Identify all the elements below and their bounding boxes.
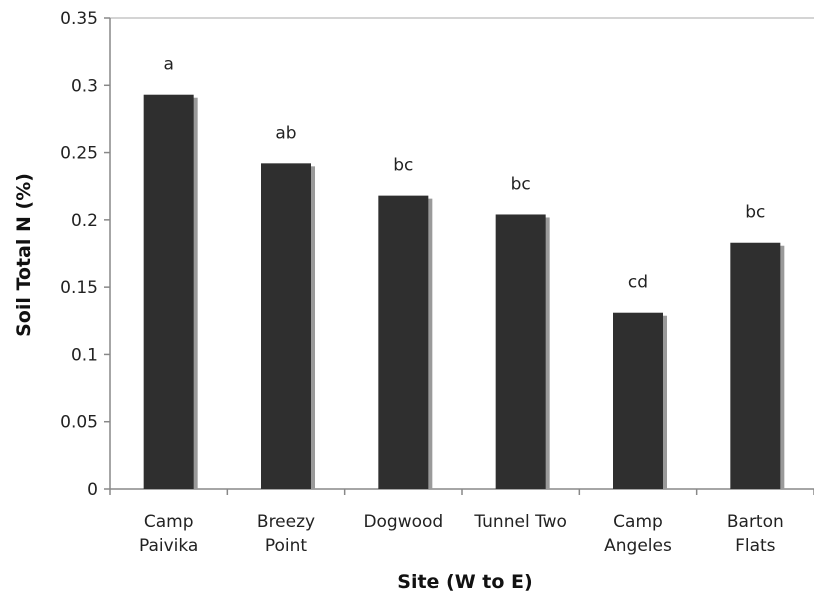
- y-tick-label: 0.2: [71, 211, 98, 231]
- y-tick-label: 0.15: [60, 278, 98, 298]
- x-tick-label: Barton Flats: [727, 512, 784, 556]
- bar: [143, 94, 194, 489]
- bar: [261, 163, 311, 489]
- bar-data-label: bc: [745, 203, 765, 223]
- x-tick-label: Dogwood: [363, 512, 443, 532]
- bar-data-label: cd: [628, 273, 648, 293]
- x-tick-label: Breezy Point: [257, 512, 315, 556]
- bar: [613, 312, 663, 489]
- bar: [378, 195, 429, 490]
- x-axis-title: Site (W to E): [397, 571, 532, 593]
- x-tick-label: Camp Paivika: [139, 512, 198, 556]
- bar: [495, 214, 546, 489]
- bar: [730, 242, 781, 489]
- y-tick-label: 0.25: [60, 144, 98, 164]
- bar-data-label: ab: [275, 123, 296, 143]
- y-tick-label: 0.35: [60, 9, 98, 29]
- bar-data-label: a: [163, 55, 173, 75]
- y-tick-label: 0.1: [71, 345, 98, 365]
- y-tick-label: 0: [87, 480, 98, 500]
- x-tick-label: Camp Angeles: [604, 512, 672, 556]
- bar-data-label: bc: [511, 174, 531, 194]
- y-axis-title: Soil Total N (%): [13, 173, 35, 337]
- x-tick-label: Tunnel Two: [473, 512, 567, 532]
- y-tick-label: 0.05: [60, 413, 98, 433]
- bar-data-label: bc: [393, 156, 413, 176]
- y-tick-label: 0.3: [71, 76, 98, 96]
